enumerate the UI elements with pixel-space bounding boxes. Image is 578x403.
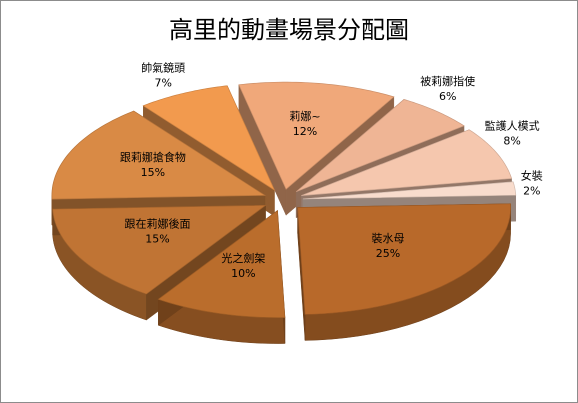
slice-percent-2: 10% [231, 267, 255, 280]
slice-percent-8: 8% [503, 134, 520, 147]
slice-percent-9: 2% [523, 185, 540, 198]
pie-slice-top-7 [295, 99, 465, 193]
slice-percent-7: 6% [439, 90, 456, 103]
slice-percent-5: 7% [154, 77, 171, 90]
slice-percent-1: 25% [376, 247, 400, 260]
slice-label-5: 帥氣鏡頭 [141, 61, 185, 75]
slice-label-2: 光之劍架 [221, 251, 265, 265]
slice-label-6: 莉娜~ [289, 109, 320, 123]
slice-label-9: 女裝 [521, 169, 543, 183]
pie-tops [51, 81, 517, 318]
pie-slice-top-8 [301, 129, 513, 196]
slice-percent-3: 15% [145, 232, 169, 245]
slice-label-1: 裝水母 [372, 232, 405, 245]
slice-label-3: 跟在莉娜後面 [125, 216, 191, 230]
pie-slice-top-4 [51, 110, 267, 200]
slice-label-7: 被莉娜指使 [420, 74, 475, 88]
chart-title: 高里的動畫場景分配圖 [169, 16, 409, 44]
pie-slice-top-6 [238, 81, 395, 190]
pie-slice-top-2 [157, 209, 286, 318]
pie-slice-top-9 [302, 181, 517, 200]
pie-slice-top-1 [297, 203, 511, 315]
pie-labels: 裝水母 25% 光之劍架 10% 跟在莉娜後面 15% 跟莉娜搶食物 15% 帥氣鏡頭 7% 莉娜~… [120, 61, 543, 281]
pie-slice-top-3 [52, 204, 267, 295]
slice-label-4: 跟莉娜搶食物 [120, 150, 186, 164]
slice-percent-4: 15% [141, 166, 165, 179]
slice-percent-6: 12% [293, 125, 317, 138]
pie-slice-top-5 [142, 85, 276, 191]
slice-label-8: 監護人模式 [485, 118, 540, 132]
